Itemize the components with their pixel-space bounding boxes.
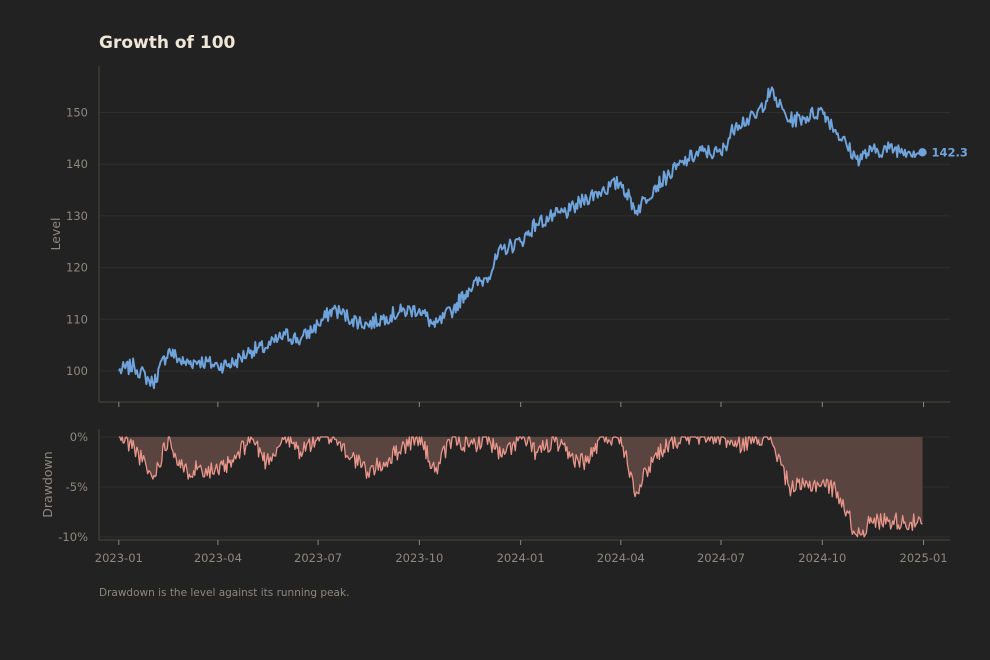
- drawdown-area: [118, 437, 923, 537]
- y-tick-label: 110: [66, 312, 88, 326]
- drawdown-axis-label: Drawdown: [40, 451, 55, 517]
- y-tick-label: 130: [66, 209, 88, 223]
- x-tick-label: 2025-01: [900, 551, 948, 565]
- x-tick-label: 2023-01: [95, 551, 143, 565]
- x-tick-label: 2024-10: [798, 551, 846, 565]
- y-tick-label: 120: [66, 261, 88, 275]
- y-tick-label: -5%: [66, 480, 88, 494]
- x-tick-label: 2023-04: [194, 551, 242, 565]
- y-tick-label: 0%: [70, 430, 88, 444]
- drawdown-series-line: [118, 436, 923, 538]
- y-tick-label: 100: [66, 364, 88, 378]
- x-tick-label: 2024-01: [497, 551, 545, 565]
- x-tick-label: 2023-07: [294, 551, 342, 565]
- x-tick-label: 2024-04: [597, 551, 645, 565]
- x-tick-label: 2023-10: [395, 551, 443, 565]
- level-panel: 100 110 120 130 140 150 142.3 Level: [48, 66, 968, 407]
- end-value-label: 142.3: [931, 145, 967, 159]
- y-tick-label: 140: [66, 157, 88, 171]
- footnote: Drawdown is the level against its runnin…: [99, 587, 349, 599]
- level-axis-label: Level: [48, 218, 63, 251]
- drawdown-panel: 0% -5% -10% 2023-01 2023-04 2023-07 2023-10 20…: [40, 429, 950, 565]
- chart-title: Growth of 100: [99, 33, 236, 53]
- level-series-line: [117, 86, 924, 390]
- y-tick-label: -10%: [58, 530, 88, 544]
- y-tick-label: 150: [66, 106, 88, 120]
- x-tick-label: 2024-07: [697, 551, 745, 565]
- end-value-marker: [918, 148, 927, 157]
